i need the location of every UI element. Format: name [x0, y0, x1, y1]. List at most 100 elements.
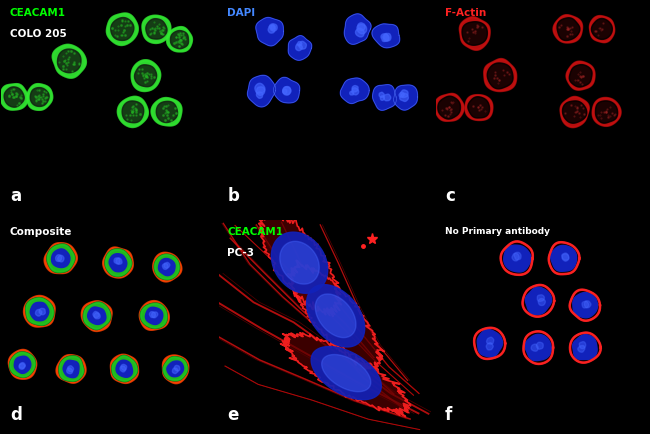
Polygon shape [256, 17, 283, 46]
Polygon shape [153, 252, 182, 282]
Polygon shape [163, 357, 188, 381]
Text: COLO 205: COLO 205 [10, 29, 66, 39]
Polygon shape [26, 298, 54, 326]
Polygon shape [538, 295, 545, 302]
Polygon shape [554, 16, 582, 42]
Polygon shape [45, 243, 76, 273]
Polygon shape [63, 360, 79, 378]
Polygon shape [59, 356, 84, 381]
Polygon shape [380, 96, 384, 100]
Polygon shape [462, 22, 488, 45]
Polygon shape [590, 16, 615, 43]
Polygon shape [26, 298, 53, 325]
Polygon shape [112, 356, 137, 381]
Polygon shape [143, 16, 170, 42]
Polygon shape [4, 87, 24, 107]
Polygon shape [283, 86, 291, 95]
Polygon shape [590, 16, 615, 43]
Polygon shape [560, 97, 589, 127]
Polygon shape [103, 247, 133, 278]
Polygon shape [311, 347, 382, 400]
Polygon shape [1, 84, 29, 110]
Polygon shape [288, 260, 384, 370]
Polygon shape [121, 365, 127, 370]
Polygon shape [140, 301, 169, 330]
Polygon shape [103, 247, 133, 278]
Polygon shape [53, 45, 85, 77]
Polygon shape [111, 354, 138, 383]
Polygon shape [152, 99, 181, 125]
Polygon shape [44, 243, 77, 273]
Polygon shape [135, 65, 157, 87]
Polygon shape [468, 97, 489, 118]
Polygon shape [435, 94, 463, 121]
Polygon shape [350, 91, 354, 95]
Polygon shape [94, 312, 100, 319]
Polygon shape [554, 15, 582, 43]
Polygon shape [399, 92, 404, 97]
Polygon shape [549, 242, 580, 274]
Polygon shape [523, 331, 553, 364]
Polygon shape [139, 301, 169, 330]
Polygon shape [83, 302, 111, 331]
Polygon shape [163, 357, 188, 381]
Polygon shape [19, 363, 25, 369]
Polygon shape [10, 353, 34, 376]
Polygon shape [372, 24, 400, 48]
Polygon shape [141, 304, 166, 328]
Polygon shape [436, 94, 463, 121]
Polygon shape [595, 101, 617, 123]
Polygon shape [592, 19, 612, 39]
Polygon shape [48, 245, 74, 271]
Polygon shape [142, 15, 171, 43]
Polygon shape [25, 296, 54, 326]
Polygon shape [280, 241, 319, 284]
Polygon shape [60, 357, 83, 380]
Polygon shape [274, 77, 300, 103]
Polygon shape [36, 309, 42, 316]
Text: No Primary antibody: No Primary antibody [445, 227, 550, 236]
Polygon shape [107, 13, 138, 46]
Polygon shape [164, 263, 170, 268]
Polygon shape [154, 254, 179, 279]
Polygon shape [484, 59, 516, 91]
Polygon shape [112, 355, 138, 381]
Polygon shape [271, 232, 328, 293]
Polygon shape [151, 98, 182, 126]
Polygon shape [500, 241, 533, 275]
Polygon shape [1, 85, 27, 109]
Polygon shape [57, 355, 86, 383]
Text: DAPI: DAPI [227, 8, 255, 18]
Polygon shape [590, 16, 614, 42]
Polygon shape [84, 302, 110, 329]
Polygon shape [151, 98, 182, 126]
Polygon shape [299, 41, 306, 49]
Polygon shape [592, 98, 621, 126]
Polygon shape [485, 59, 515, 91]
Polygon shape [109, 254, 127, 272]
Polygon shape [122, 101, 144, 123]
Polygon shape [174, 365, 180, 371]
Polygon shape [120, 366, 125, 372]
Polygon shape [590, 16, 614, 42]
Polygon shape [357, 24, 367, 34]
Polygon shape [140, 302, 168, 329]
Polygon shape [593, 98, 621, 126]
Text: c: c [445, 187, 455, 205]
Polygon shape [536, 342, 543, 349]
Polygon shape [81, 301, 112, 332]
Polygon shape [162, 355, 188, 384]
Polygon shape [112, 355, 138, 381]
Polygon shape [383, 34, 389, 41]
Polygon shape [283, 89, 287, 94]
Polygon shape [570, 332, 601, 363]
Polygon shape [45, 243, 77, 273]
Polygon shape [525, 334, 551, 361]
Polygon shape [56, 255, 62, 261]
Polygon shape [578, 345, 585, 352]
Polygon shape [465, 95, 493, 120]
Polygon shape [59, 356, 83, 381]
Polygon shape [166, 26, 192, 52]
Polygon shape [28, 85, 51, 109]
Polygon shape [8, 349, 36, 379]
